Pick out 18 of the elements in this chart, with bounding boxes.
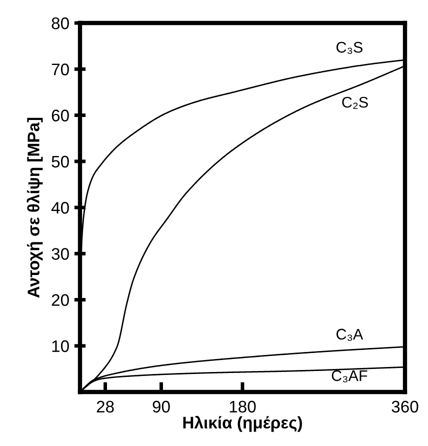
y-tick-label: 40 [51,202,69,214]
y-tick-label: 50 [52,156,69,168]
x-axis-title: Ηλικία (ημέρες) [183,416,302,432]
x-tick-label: 90 [152,400,170,413]
series-label: C₃AF [332,370,368,382]
series-label: C₂S [342,96,368,109]
x-tick-label: 180 [230,400,256,413]
y-tick-label: 10 [52,340,69,352]
y-tick-label: 30 [52,248,69,260]
series-label: C₃A [336,328,364,341]
y-tick-label: 80 [52,17,69,30]
y-axis-title: Αντοχή σε θλίψη [MPa] [26,118,43,298]
x-tick-label: 28 [96,400,114,413]
x-tick-label: 360 [392,400,418,413]
y-tick-label: 70 [52,64,69,76]
y-tick-label: 20 [52,294,69,306]
series-label: C₃S [336,42,362,54]
y-tick-label: 60 [52,110,69,122]
